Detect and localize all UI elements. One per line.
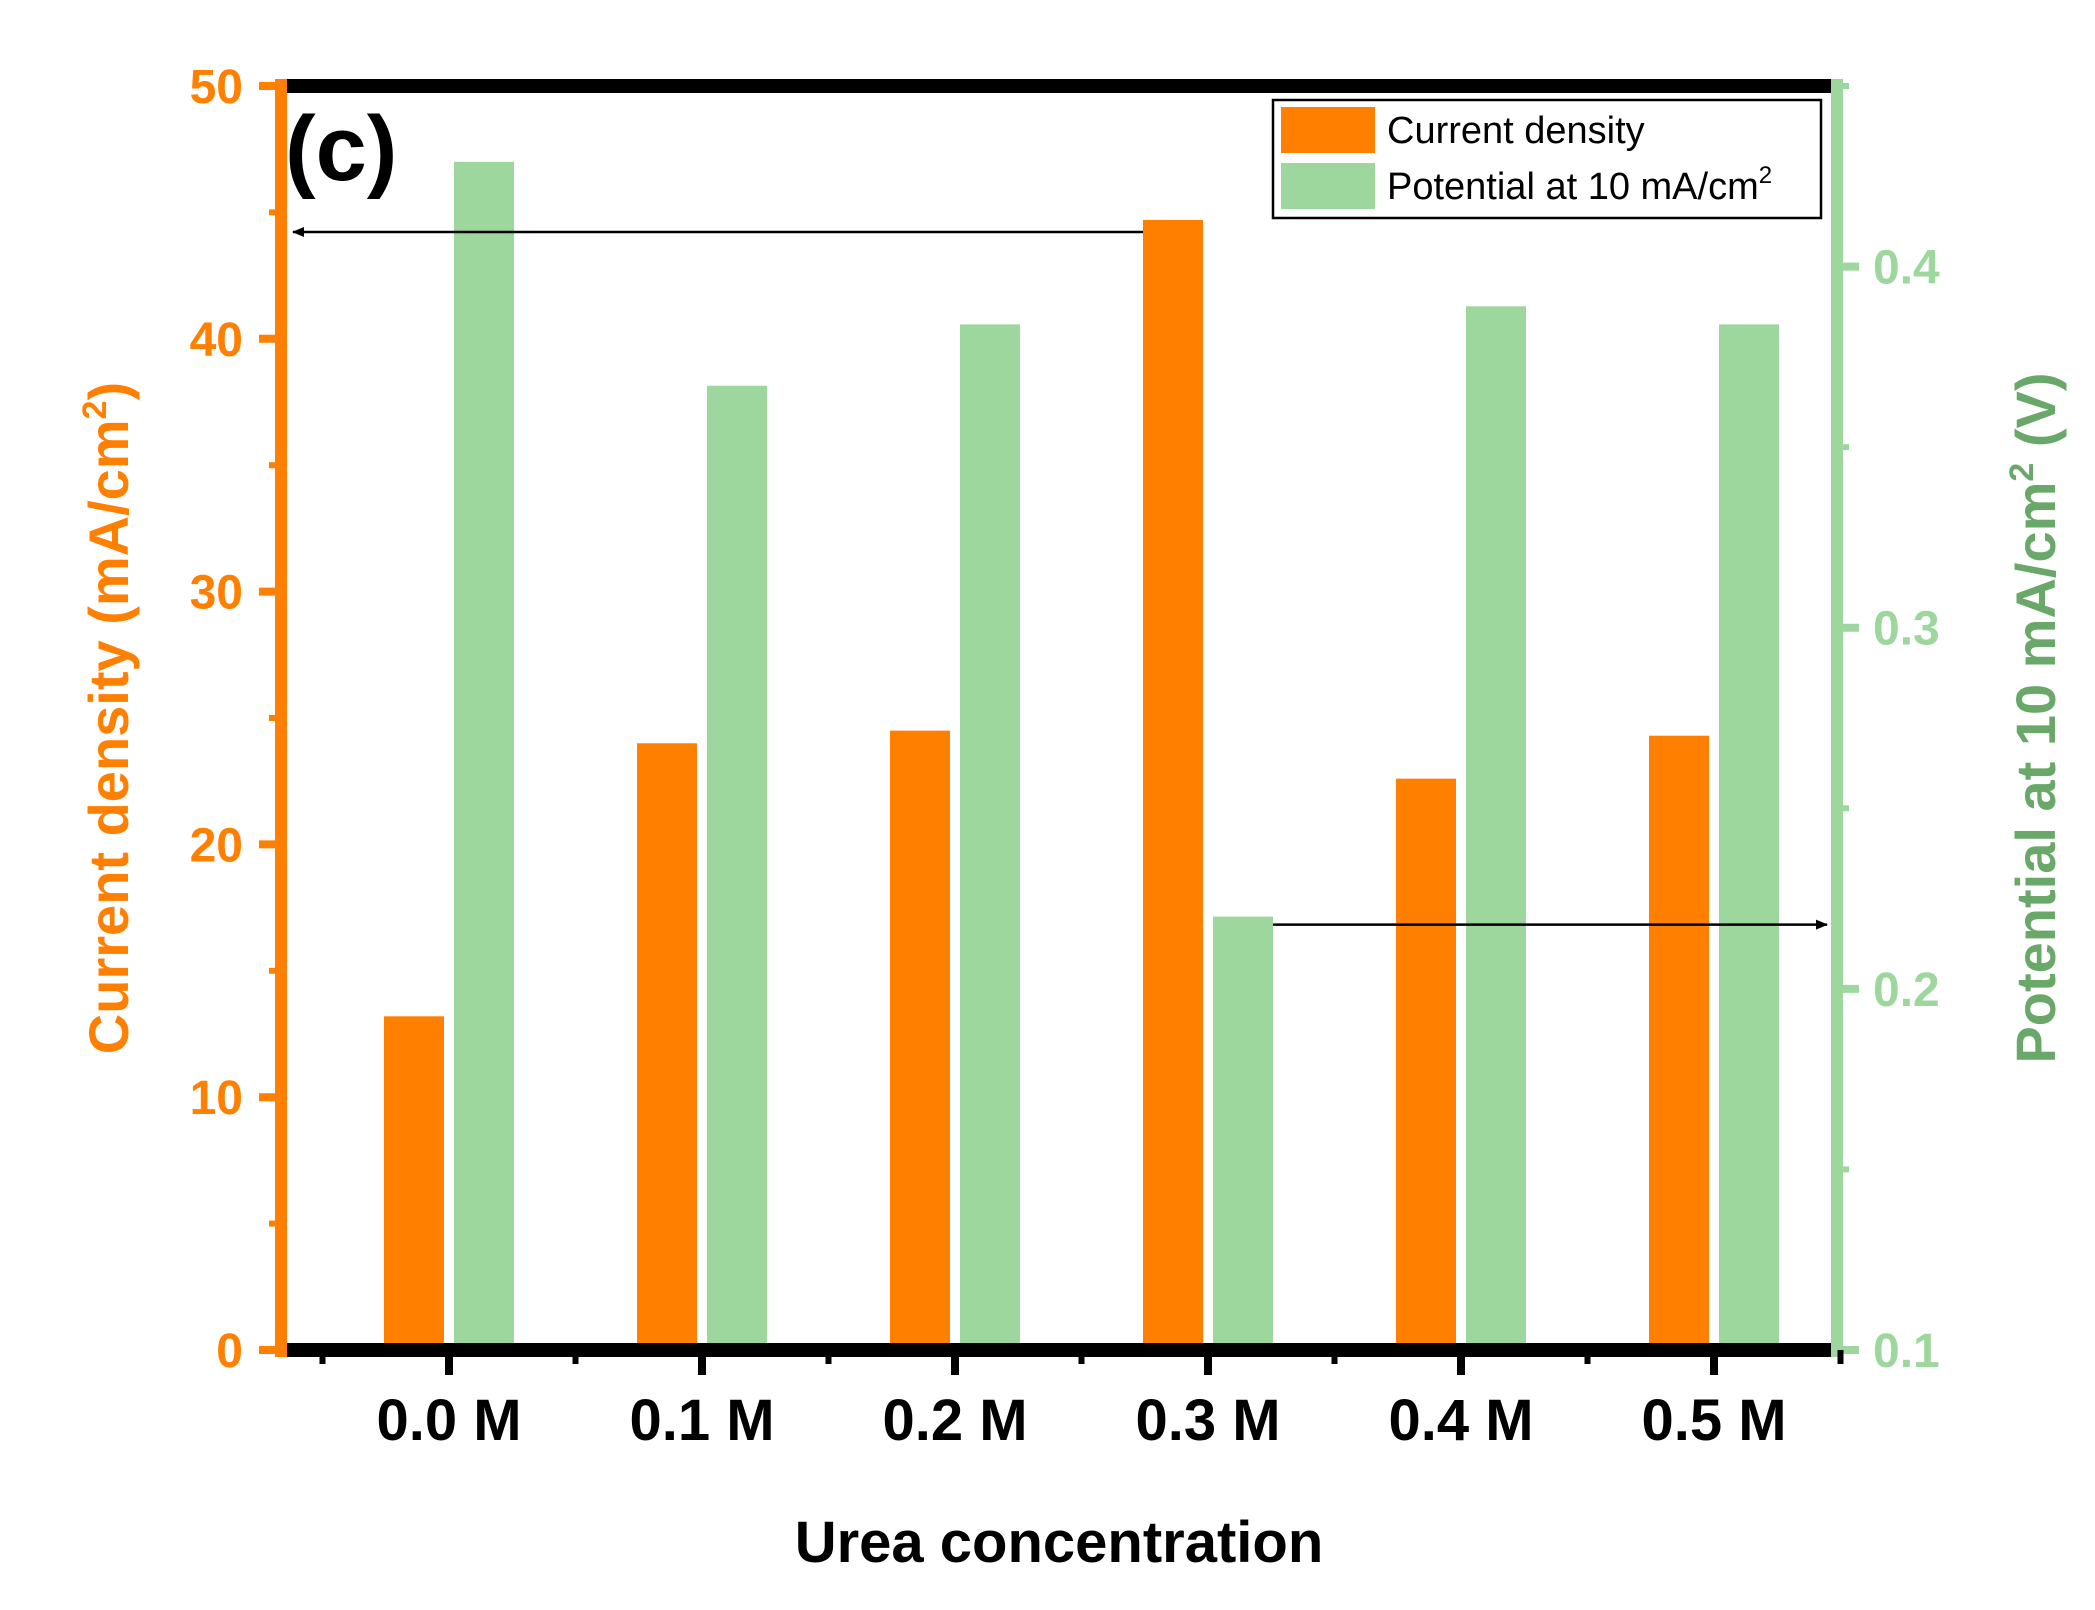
x-tick-label-2: 0.2 M bbox=[882, 1388, 1027, 1453]
bar-potential-0 bbox=[454, 161, 514, 1351]
x-axis-title: Urea concentration bbox=[795, 1510, 1324, 1575]
bar-potential-1 bbox=[707, 385, 767, 1351]
bar-potential-2 bbox=[960, 324, 1020, 1351]
left-axis-title-end: ) bbox=[77, 382, 140, 401]
bar-potential-5 bbox=[1719, 324, 1779, 1351]
right-axis-title-main: Potential at 10 mA/cm bbox=[2004, 482, 2067, 1064]
legend-label-1: Potential at 10 mA/cm2 bbox=[1387, 162, 1772, 208]
panel-label: (c) bbox=[285, 98, 397, 200]
left-axis-title: Current density (mA/cm2) bbox=[76, 382, 140, 1054]
right-axis-title-end: (V) bbox=[2004, 372, 2067, 462]
left-tick-label-1: 10 bbox=[190, 1072, 243, 1125]
left-axis-title-main: Current density (mA/cm bbox=[77, 419, 140, 1054]
right-tick-label-1: 0.2 bbox=[1873, 964, 1940, 1017]
x-tick-label-4: 0.4 M bbox=[1388, 1388, 1533, 1453]
left-tick-label-4: 40 bbox=[190, 314, 243, 367]
legend-swatch-1 bbox=[1281, 163, 1375, 209]
bar-current-density-4 bbox=[1396, 778, 1456, 1350]
x-tick-label-5: 0.5 M bbox=[1641, 1388, 1786, 1453]
left-tick-label-3: 30 bbox=[190, 567, 243, 620]
x-tick-label-1: 0.1 M bbox=[629, 1388, 774, 1453]
right-tick-label-3: 0.4 bbox=[1873, 242, 1940, 295]
bar-potential-4 bbox=[1466, 306, 1526, 1351]
bar-current-density-1 bbox=[637, 743, 697, 1350]
legend-label-0: Current density bbox=[1387, 110, 1645, 152]
bar-current-density-5 bbox=[1649, 735, 1709, 1350]
bar-current-density-3 bbox=[1143, 219, 1203, 1350]
bar-potential-3 bbox=[1213, 916, 1273, 1350]
legend-label-1-main: Potential at 10 mA/cm bbox=[1387, 166, 1759, 208]
left-tick-label-5: 50 bbox=[190, 61, 243, 114]
right-axis-title-superscript: 2 bbox=[2003, 463, 2041, 482]
left-tick-label-2: 20 bbox=[190, 819, 243, 872]
legend-swatch-0 bbox=[1281, 107, 1375, 153]
right-tick-label-2: 0.3 bbox=[1873, 603, 1940, 656]
right-tick-label-0: 0.1 bbox=[1873, 1325, 1940, 1378]
right-axis-title: Potential at 10 mA/cm2 (V) bbox=[2003, 372, 2067, 1063]
left-axis-title-superscript: 2 bbox=[76, 400, 114, 419]
legend-label-1-superscript: 2 bbox=[1759, 162, 1772, 189]
bar-current-density-0 bbox=[384, 1016, 444, 1350]
bar-current-density-2 bbox=[890, 730, 950, 1350]
legend-label-0-main: Current density bbox=[1387, 110, 1645, 152]
x-tick-label-0: 0.0 M bbox=[376, 1388, 521, 1453]
x-tick-label-3: 0.3 M bbox=[1135, 1388, 1280, 1453]
left-tick-label-0: 0 bbox=[216, 1325, 243, 1378]
